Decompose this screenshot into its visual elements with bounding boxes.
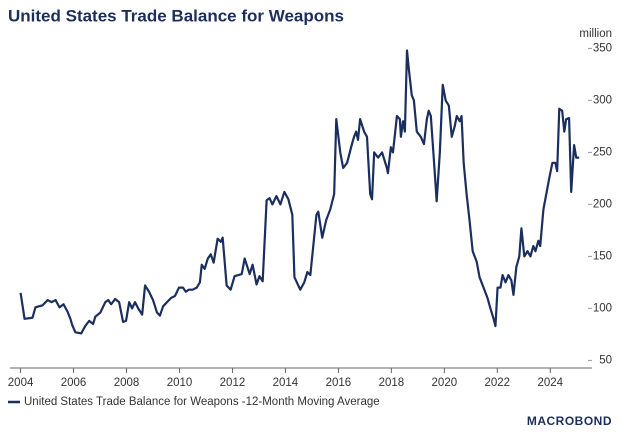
y-tick-label: 50 (599, 354, 612, 366)
chart-title: United States Trade Balance for Weapons (8, 6, 344, 25)
x-tick-label: 2022 (485, 377, 511, 389)
x-tick-label: 2024 (537, 377, 563, 389)
series-line (19, 49, 580, 335)
y-tick-label: 150 (593, 250, 612, 262)
x-tick-label: 2018 (379, 377, 405, 389)
x-tick-label: 2010 (167, 377, 193, 389)
x-tick-label: 2006 (61, 377, 87, 389)
y-axis-label: million (579, 28, 612, 40)
x-tick-label: 2004 (8, 377, 34, 389)
y-tick-label: 350 (593, 42, 612, 54)
y-tick-label: 200 (593, 198, 612, 210)
y-tick-label: 100 (593, 302, 612, 314)
y-tick-label: 250 (593, 146, 612, 158)
x-tick-label: 2012 (220, 377, 246, 389)
y-tick-label: 300 (593, 94, 612, 106)
logo: MACROBOND (527, 414, 612, 428)
x-tick-label: 2020 (432, 377, 458, 389)
legend-label: United States Trade Balance for Weapons … (24, 396, 380, 408)
x-tick-label: 2014 (273, 377, 299, 389)
x-tick-label: 2008 (114, 377, 140, 389)
x-tick-label: 2016 (326, 377, 352, 389)
